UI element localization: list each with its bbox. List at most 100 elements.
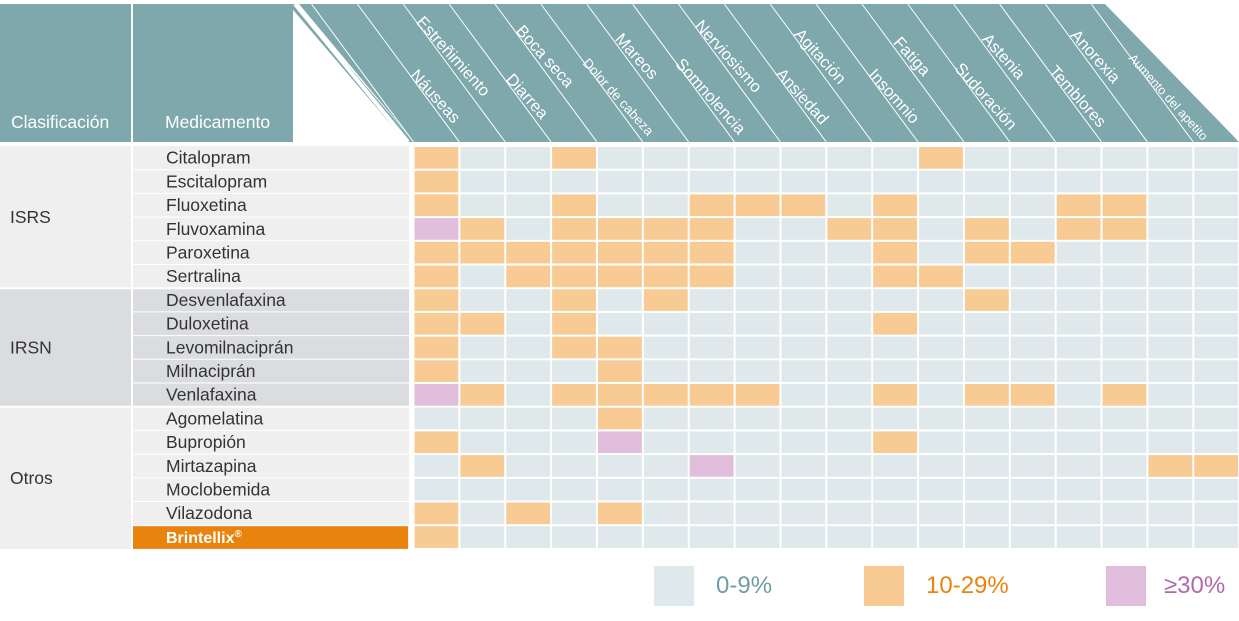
cell-moclobemida-insomnio	[873, 478, 918, 501]
cell-fluvoxamina-insomnio	[873, 218, 918, 240]
cell-agomelatina-aumento-de-peso	[1194, 407, 1239, 430]
header-separator	[953, 3, 1057, 143]
group-band-irsn	[0, 288, 131, 407]
header-separator	[1136, 3, 1239, 143]
cell-bupropion-aumento-del-apetito	[1148, 431, 1193, 454]
cell-vilazodona-astenia	[1010, 502, 1055, 525]
drug-label-venlafaxina: Venlafaxina	[166, 385, 257, 405]
cell-citalopram-sudoracion	[964, 147, 1009, 169]
cell-duloxetina-nauseas	[414, 312, 459, 335]
group-label-irsn: IRSN	[10, 337, 52, 357]
cell-paroxetina-estrenimiento	[460, 241, 505, 264]
cell-fluvoxamina-aumento-de-peso	[1194, 218, 1239, 240]
cell-mirtazapina-ansiedad	[781, 455, 826, 477]
cell-bupropion-ansiedad	[781, 431, 826, 454]
cell-citalopram-astenia	[1010, 147, 1055, 169]
cell-fluvoxamina-astenia	[1010, 218, 1055, 240]
legend-swatch-low	[654, 566, 694, 606]
highlight-row-bg	[133, 526, 408, 549]
cell-agomelatina-sudoracion	[964, 407, 1009, 430]
cell-milnacipran-temblores	[1056, 360, 1101, 382]
cell-venlafaxina-anorexia	[1102, 384, 1147, 406]
cell-agomelatina-diarrea	[506, 407, 551, 430]
cell-paroxetina-somnolencia	[689, 241, 734, 264]
cell-citalopram-boca-seca	[552, 147, 596, 169]
cell-vilazodona-temblores	[1056, 502, 1101, 525]
cell-mirtazapina-insomnio	[873, 455, 918, 477]
cell-paroxetina-nauseas	[414, 241, 459, 264]
cell-brintellix-mareos	[643, 526, 688, 548]
legend-label-low: 0-9%	[716, 572, 773, 599]
cell-moclobemida-aumento-de-peso	[1194, 478, 1239, 501]
group-name-band-irsn	[133, 288, 409, 407]
cell-escitalopram-aumento-de-peso	[1194, 170, 1239, 193]
cell-bupropion-diarrea	[506, 431, 551, 454]
drug-label-duloxetina: Duloxetina	[166, 314, 249, 334]
cell-duloxetina-aumento-de-peso	[1194, 312, 1239, 335]
cell-desvenlafaxina-nerviosismo	[735, 289, 780, 311]
cell-levomilnacipran-ansiedad	[781, 336, 826, 359]
cell-citalopram-insomnio	[873, 147, 918, 169]
header-separator	[494, 3, 598, 143]
cell-bupropion-aumento-de-peso	[1194, 431, 1239, 454]
cell-duloxetina-sudoracion	[964, 312, 1009, 335]
cell-bupropion-temblores	[1056, 431, 1101, 454]
cell-brintellix-nerviosismo	[735, 526, 780, 548]
cell-moclobemida-anorexia	[1102, 478, 1147, 501]
cell-sertralina-fatiga	[919, 265, 963, 288]
cell-escitalopram-insomnio	[873, 170, 918, 193]
drug-label-mirtazapina: Mirtazapina	[166, 456, 257, 476]
cell-citalopram-ansiedad	[781, 147, 826, 169]
cell-vilazodona-aumento-de-peso	[1194, 502, 1239, 525]
cell-fluvoxamina-aumento-del-apetito	[1148, 218, 1193, 240]
cell-escitalopram-somnolencia	[689, 170, 734, 193]
cell-bupropion-mareos	[643, 431, 688, 454]
drug-label-desvenlafaxina: Desvenlafaxina	[166, 290, 286, 310]
cell-mirtazapina-agitacion	[827, 455, 872, 477]
cell-brintellix-somnolencia	[689, 526, 734, 548]
cell-levomilnacipran-estrenimiento	[460, 336, 505, 359]
cell-vilazodona-nauseas	[414, 502, 459, 525]
cell-moclobemida-astenia	[1010, 478, 1055, 501]
cell-fluoxetina-boca-seca	[552, 194, 596, 217]
cell-fluoxetina-somnolencia	[689, 194, 734, 217]
cell-mirtazapina-aumento-de-peso	[1194, 455, 1239, 477]
cell-paroxetina-nerviosismo	[735, 241, 780, 264]
cell-fluoxetina-dolor-de-cabeza	[597, 194, 642, 217]
cell-agomelatina-astenia	[1010, 407, 1055, 430]
cell-fluvoxamina-dolor-de-cabeza	[597, 218, 642, 240]
cell-moclobemida-diarrea	[506, 478, 551, 501]
header-effects-bg	[299, 4, 1239, 142]
cell-mirtazapina-fatiga	[919, 455, 963, 477]
legend-item-30-plus: ≥30%	[1106, 566, 1225, 606]
cell-vilazodona-aumento-del-apetito	[1148, 502, 1193, 525]
cell-duloxetina-agitacion	[827, 312, 872, 335]
cell-escitalopram-diarrea	[506, 170, 551, 193]
cell-moclobemida-agitacion	[827, 478, 872, 501]
cell-citalopram-mareos	[643, 147, 688, 169]
cell-brintellix-aumento-de-peso	[1194, 526, 1239, 548]
cell-venlafaxina-boca-seca	[552, 384, 596, 406]
cell-paroxetina-anorexia	[1102, 241, 1147, 264]
cell-citalopram-aumento-de-peso	[1194, 147, 1239, 169]
cell-sertralina-aumento-de-peso	[1194, 265, 1239, 288]
cell-venlafaxina-fatiga	[919, 384, 963, 406]
cell-desvenlafaxina-somnolencia	[689, 289, 734, 311]
cell-citalopram-nerviosismo	[735, 147, 780, 169]
cell-desvenlafaxina-agitacion	[827, 289, 872, 311]
cell-fluvoxamina-agitacion	[827, 218, 872, 240]
cell-brintellix-astenia	[1010, 526, 1055, 548]
cell-fluvoxamina-temblores	[1056, 218, 1101, 240]
cell-moclobemida-aumento-del-apetito	[1148, 478, 1193, 501]
cell-bupropion-anorexia	[1102, 431, 1147, 454]
cell-levomilnacipran-fatiga	[919, 336, 963, 359]
cell-bupropion-astenia	[1010, 431, 1055, 454]
cell-levomilnacipran-diarrea	[506, 336, 551, 359]
cell-bupropion-nauseas	[414, 431, 459, 454]
cell-fluoxetina-insomnio	[873, 194, 918, 217]
cell-mirtazapina-somnolencia	[689, 455, 734, 477]
cell-duloxetina-aumento-del-apetito	[1148, 312, 1193, 335]
drug-label-levomilnacipran: Levomilnaciprán	[166, 337, 293, 357]
cell-sertralina-dolor-de-cabeza	[597, 265, 642, 288]
cell-mirtazapina-nerviosismo	[735, 455, 780, 477]
